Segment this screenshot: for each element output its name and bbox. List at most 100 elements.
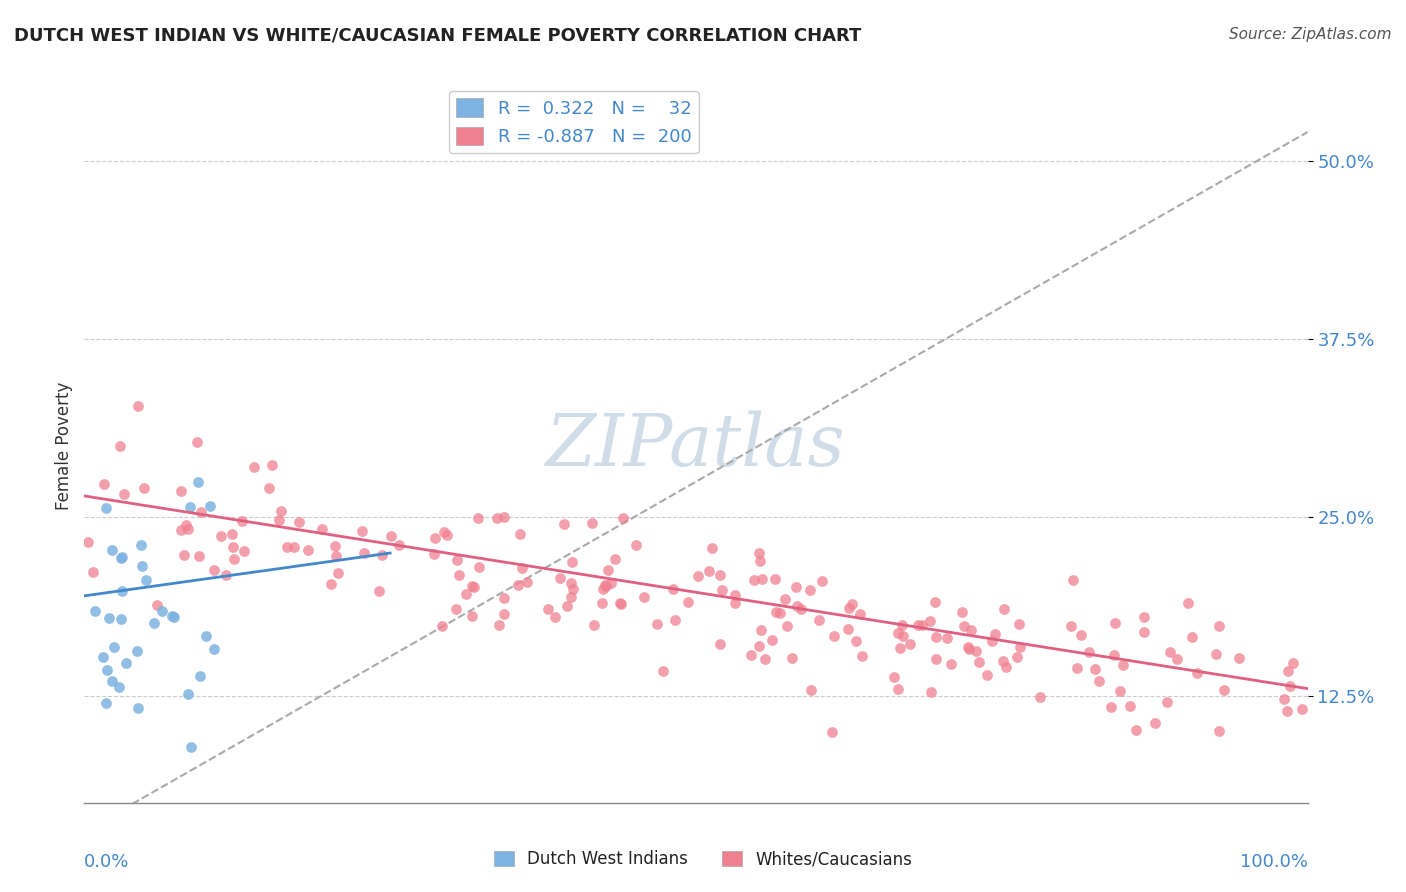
Point — [749, 623, 772, 637]
Point — [96, 696, 118, 710]
Legend: Dutch West Indians, Whites/Caucasians: Dutch West Indians, Whites/Caucasians — [488, 844, 918, 875]
Point — [1133, 624, 1156, 639]
Point — [1177, 597, 1199, 611]
Point — [187, 549, 209, 564]
Point — [449, 568, 471, 582]
Point — [561, 555, 583, 569]
Point — [430, 619, 453, 633]
Point — [176, 687, 198, 701]
Point — [150, 604, 173, 618]
Point — [91, 650, 114, 665]
Point — [371, 549, 394, 563]
Point — [127, 399, 149, 413]
Point — [110, 550, 132, 565]
Point — [131, 559, 153, 574]
Point — [353, 546, 375, 560]
Point — [1028, 690, 1050, 705]
Point — [1227, 650, 1250, 665]
Point — [1060, 618, 1083, 632]
Point — [446, 601, 468, 615]
Point — [849, 607, 872, 621]
Point — [325, 549, 347, 563]
Point — [222, 540, 245, 554]
Point — [461, 609, 484, 624]
Point — [851, 648, 873, 663]
Point — [446, 553, 468, 567]
Point — [957, 640, 980, 654]
Point — [222, 552, 245, 566]
Point — [1205, 647, 1227, 661]
Point — [1005, 650, 1028, 665]
Point — [242, 460, 264, 475]
Point — [544, 609, 567, 624]
Point — [598, 563, 620, 577]
Point — [388, 538, 411, 552]
Point — [581, 516, 603, 530]
Point — [350, 524, 373, 538]
Point — [436, 528, 458, 542]
Point — [898, 637, 921, 651]
Point — [751, 573, 773, 587]
Point — [380, 529, 402, 543]
Point — [494, 607, 516, 621]
Point — [115, 656, 138, 670]
Point — [980, 634, 1002, 648]
Point — [1062, 573, 1084, 587]
Point — [135, 573, 157, 587]
Point — [187, 475, 209, 489]
Point — [1070, 628, 1092, 642]
Point — [841, 597, 863, 611]
Text: ZIPatlas: ZIPatlas — [546, 410, 846, 482]
Point — [1277, 704, 1299, 718]
Point — [485, 511, 508, 525]
Point — [995, 660, 1018, 674]
Point — [311, 522, 333, 536]
Point — [202, 642, 225, 657]
Point — [190, 505, 212, 519]
Point — [560, 590, 582, 604]
Point — [93, 476, 115, 491]
Point — [510, 561, 533, 575]
Point — [748, 546, 770, 560]
Point — [221, 527, 243, 541]
Point — [1125, 723, 1147, 738]
Point — [1118, 699, 1140, 714]
Point — [769, 607, 792, 621]
Point — [645, 617, 668, 632]
Point — [664, 613, 686, 627]
Point — [174, 518, 197, 533]
Point — [163, 610, 186, 624]
Point — [323, 539, 346, 553]
Point — [886, 626, 908, 640]
Point — [761, 632, 783, 647]
Point — [209, 529, 232, 543]
Point — [891, 629, 914, 643]
Point — [1277, 664, 1299, 678]
Point — [297, 542, 319, 557]
Point — [1278, 679, 1301, 693]
Point — [965, 644, 987, 658]
Point — [1144, 715, 1167, 730]
Point — [1187, 666, 1209, 681]
Point — [82, 565, 104, 579]
Point — [775, 618, 797, 632]
Point — [112, 487, 135, 501]
Point — [179, 500, 201, 515]
Point — [553, 516, 575, 531]
Point — [785, 580, 807, 594]
Point — [1087, 674, 1109, 689]
Point — [129, 538, 152, 552]
Point — [84, 604, 107, 618]
Point — [423, 547, 446, 561]
Point — [1010, 640, 1032, 655]
Point — [661, 582, 683, 596]
Point — [555, 599, 578, 613]
Point — [110, 612, 132, 626]
Point — [748, 639, 770, 653]
Point — [799, 583, 821, 598]
Point — [283, 541, 305, 555]
Point — [889, 641, 911, 656]
Point — [1166, 652, 1188, 666]
Point — [94, 501, 117, 516]
Point — [194, 629, 217, 643]
